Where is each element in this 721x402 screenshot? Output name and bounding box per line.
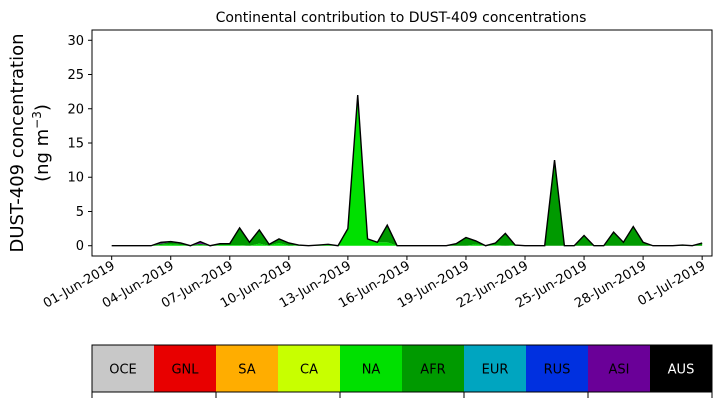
plot-frame bbox=[91, 29, 713, 257]
colorbar-cell-eur bbox=[464, 345, 527, 392]
y-tick-label: 15 bbox=[67, 137, 84, 152]
colorbar-label: NA bbox=[362, 363, 381, 378]
colorbar: OCE GNL SA CA NA AFR EUR RUS ASI AUS bbox=[91, 344, 713, 398]
colorbar-cell-gnl bbox=[154, 345, 217, 392]
plot-area bbox=[111, 95, 703, 247]
colorbar-cell-sa bbox=[216, 345, 279, 392]
area-na bbox=[111, 95, 703, 246]
colorbar-label: EUR bbox=[482, 363, 509, 378]
y-tick-label: 5 bbox=[76, 205, 84, 220]
y-axis-unit-label: (ng m−3) bbox=[30, 104, 53, 182]
y-axis-label: DUST-409 concentration bbox=[7, 33, 28, 252]
axes: 05101520253001-Jun-201904-Jun-201907-Jun… bbox=[41, 29, 713, 311]
total-line bbox=[111, 95, 703, 247]
y-axis-unit-sup: −3 bbox=[30, 111, 44, 129]
y-axis-unit-suffix: ) bbox=[32, 104, 53, 111]
colorbar-cell-ca bbox=[278, 345, 341, 392]
colorbar-label: RUS bbox=[544, 363, 571, 378]
y-axis-unit-prefix: (ng m bbox=[32, 129, 53, 182]
colorbar-label: GNL bbox=[171, 363, 199, 378]
colorbar-cell-afr bbox=[402, 345, 465, 392]
colorbar-cell-asi bbox=[588, 345, 651, 392]
colorbar-label: CA bbox=[300, 363, 318, 378]
colorbar-frame bbox=[91, 344, 713, 393]
y-tick-label: 10 bbox=[67, 171, 84, 186]
area-asi bbox=[111, 95, 703, 246]
colorbar-label: OCE bbox=[109, 363, 137, 378]
y-tick-label: 30 bbox=[67, 34, 84, 49]
colorbar-cell-na bbox=[340, 345, 403, 392]
colorbar-label: AFR bbox=[420, 363, 445, 378]
colorbar-label: SA bbox=[238, 363, 255, 378]
x-tick-label: 01-Jul-2019 bbox=[635, 258, 708, 309]
area-afr bbox=[111, 95, 703, 246]
colorbar-cell-aus bbox=[650, 345, 713, 392]
y-tick-label: 0 bbox=[76, 239, 84, 254]
colorbar-label: AUS bbox=[668, 363, 695, 378]
colorbar-label: ASI bbox=[609, 363, 630, 378]
y-tick-label: 20 bbox=[67, 102, 84, 117]
colorbar-cell-oce bbox=[92, 345, 155, 392]
chart-title: Continental contribution to DUST-409 con… bbox=[216, 10, 587, 26]
y-tick-label: 25 bbox=[67, 68, 84, 83]
colorbar-cell-rus bbox=[526, 345, 589, 392]
y-axis-label-line1: DUST-409 concentration bbox=[7, 33, 28, 252]
